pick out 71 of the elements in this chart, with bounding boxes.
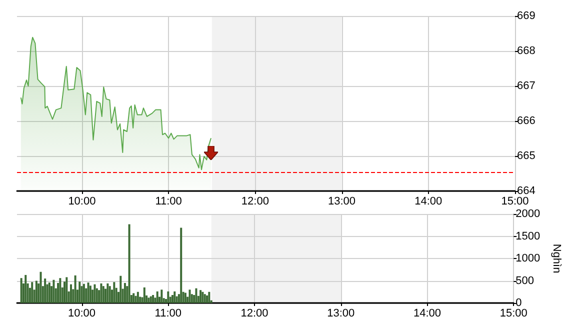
bar	[74, 275, 76, 303]
bar	[108, 286, 111, 303]
bar	[48, 282, 50, 303]
x-tick-label: 13:00	[328, 196, 356, 208]
bar	[202, 292, 204, 303]
bar	[78, 282, 81, 303]
x-tick-label: 13:00	[327, 308, 355, 320]
x-tick-label: 10:00	[68, 308, 96, 320]
bar	[167, 291, 170, 303]
bar	[132, 293, 135, 303]
bar	[195, 288, 198, 303]
bar	[24, 274, 27, 303]
x-tick-label: 14:00	[414, 196, 442, 208]
bar	[31, 282, 34, 303]
bar	[66, 277, 68, 303]
x-tick-label: 10:00	[68, 196, 96, 208]
bar	[94, 284, 96, 303]
bar	[20, 278, 22, 303]
bar	[152, 294, 154, 303]
bar	[70, 284, 72, 303]
x-tick-label: 15:00	[500, 308, 528, 320]
y-tick-label: 1000	[516, 252, 540, 264]
bar	[96, 288, 98, 303]
bar	[89, 286, 92, 303]
bar	[206, 295, 208, 303]
bar	[188, 290, 191, 303]
y-axis-title: Nghìn	[550, 244, 562, 274]
y-tick-label: 666	[517, 115, 536, 127]
y-tick-label: 1500	[516, 230, 540, 242]
bar	[82, 284, 85, 303]
y-tick-label: 667	[517, 80, 536, 92]
bar	[174, 291, 176, 303]
bar	[124, 282, 126, 303]
y-tick-label: 2000	[516, 208, 540, 220]
bar	[204, 294, 206, 303]
bar	[136, 292, 139, 303]
x-tick-label: 15:00	[501, 196, 529, 208]
bar	[200, 290, 202, 303]
y-tick-label: 668	[517, 45, 536, 57]
bar	[113, 282, 116, 303]
bar	[156, 291, 158, 303]
y-tick-label: 664	[517, 185, 536, 197]
bar	[180, 228, 182, 303]
bar	[102, 286, 104, 303]
y-tick-label: 500	[516, 274, 534, 287]
y-tick-label: 669	[517, 10, 536, 22]
x-tick-label: 12:00	[241, 196, 269, 208]
bar	[35, 280, 38, 303]
bar	[134, 296, 137, 303]
bar	[100, 283, 102, 303]
y-tick-label: 0	[516, 297, 522, 309]
bar	[87, 282, 90, 303]
x-tick-label: 11:00	[154, 308, 182, 320]
bar	[148, 298, 150, 303]
x-tick-label: 11:00	[155, 196, 182, 208]
bar	[160, 290, 163, 303]
bar	[171, 294, 174, 303]
bar	[208, 292, 210, 303]
bar	[150, 296, 152, 303]
bar	[128, 224, 130, 303]
bar	[184, 292, 186, 303]
bar	[143, 287, 146, 303]
bar	[120, 276, 122, 303]
bar	[40, 272, 42, 303]
bar	[44, 278, 46, 303]
x-tick-label: 14:00	[413, 308, 442, 320]
bar	[52, 280, 55, 303]
x-tick-label: 12:00	[240, 308, 268, 320]
y-tick-label: 665	[517, 150, 536, 162]
bar	[59, 278, 62, 303]
bar	[106, 283, 109, 303]
